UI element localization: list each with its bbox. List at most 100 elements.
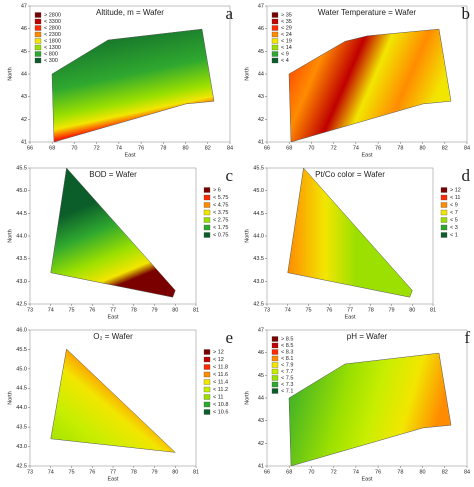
x-tick-label: 79 — [151, 307, 157, 313]
x-tick-label: 77 — [110, 307, 116, 313]
y-tick-label: 46.0 — [16, 327, 27, 333]
x-tick-label: 75 — [68, 469, 74, 475]
y-tick-label: 44.0 — [253, 233, 264, 239]
y-tick-label: 44.5 — [16, 386, 27, 392]
y-tick-label: 47 — [21, 3, 27, 9]
legend-swatch — [203, 194, 211, 201]
x-tick-label: 75 — [305, 307, 311, 313]
legend-label: > 12 — [450, 187, 461, 193]
legend-swatch — [271, 355, 279, 362]
legend-swatch — [440, 209, 448, 216]
y-tick-label: 42.5 — [253, 301, 264, 307]
legend-swatch — [271, 381, 279, 388]
x-tick-label: 81 — [193, 307, 199, 313]
legend-label: < 10.8 — [213, 402, 228, 408]
legend-swatch — [203, 349, 211, 355]
legend-swatch — [203, 394, 211, 400]
legend-swatch — [203, 209, 211, 216]
x-tick-label: 78 — [160, 145, 166, 151]
y-tick-label: 45.5 — [16, 347, 27, 353]
legend-swatch — [203, 386, 211, 393]
x-tick-label: 80 — [409, 307, 415, 313]
legend-label: > 2800 — [44, 12, 61, 18]
legend-label: < 9 — [281, 51, 289, 57]
legend-label: < 7 — [450, 210, 458, 216]
y-tick-label: 43 — [21, 94, 27, 100]
x-tick-label: 76 — [89, 307, 95, 313]
legend-label: < 8.1 — [281, 356, 293, 362]
legend-swatch — [271, 18, 279, 25]
legend-label: < 11 — [450, 195, 460, 201]
y-tick-label: 43.0 — [16, 279, 27, 285]
legend-label: < 4 — [281, 58, 289, 64]
x-tick-label: 74 — [285, 307, 291, 313]
legend-swatch — [271, 368, 279, 375]
y-tick-label: 41 — [258, 139, 264, 145]
legend-label: < 10.6 — [213, 409, 228, 415]
legend-swatch — [271, 375, 279, 381]
x-tick-label: 72 — [331, 145, 337, 151]
x-tick-label: 74 — [48, 307, 54, 313]
x-tick-label: 72 — [331, 469, 337, 475]
y-axis-label: North — [244, 391, 250, 404]
legend-label: < 7.1 — [281, 388, 293, 394]
legend-label: < 4.75 — [213, 202, 228, 208]
y-tick-label: 47 — [258, 327, 264, 333]
x-tick-label: 81 — [430, 307, 436, 313]
legend-swatch — [203, 217, 211, 223]
legend-label: < 800 — [44, 51, 58, 57]
legend-label: < 1800 — [44, 38, 61, 44]
legend-swatch — [203, 232, 211, 238]
legend-swatch — [440, 217, 448, 223]
x-tick-label: 66 — [27, 145, 33, 151]
x-tick-label: 76 — [89, 469, 95, 475]
legend-label: < 8.5 — [281, 343, 293, 349]
y-axis-label: North — [244, 229, 250, 242]
legend-swatch — [271, 51, 279, 57]
x-tick-label: 78 — [368, 307, 374, 313]
y-tick-label: 46 — [258, 350, 264, 356]
legend-swatch — [203, 401, 211, 408]
legend-label: < 12 — [213, 357, 224, 363]
x-tick-label: 80 — [182, 145, 188, 151]
y-tick-label: 41 — [21, 139, 27, 145]
legend-swatch — [34, 57, 42, 64]
panel-letter: a — [225, 4, 233, 23]
x-tick-label: 74 — [353, 469, 359, 475]
legend-label: < 1300 — [44, 45, 61, 51]
legend-label: < 9 — [450, 202, 458, 208]
panel: 66 68 70 72 74 76 78 80 82 84 41 42 43 44 45 46 47 East No… — [244, 327, 470, 482]
x-tick-label: 74 — [353, 145, 359, 151]
x-tick-label: 79 — [151, 469, 157, 475]
legend-label: > 6 — [213, 187, 221, 193]
y-axis-label: North — [7, 229, 13, 242]
x-tick-label: 74 — [116, 145, 122, 151]
y-tick-label: 45 — [258, 49, 264, 55]
x-tick-label: 79 — [388, 307, 394, 313]
legend-label: < 11 — [213, 394, 223, 400]
legend-label: < 24 — [281, 32, 292, 38]
contour-fill — [288, 352, 452, 467]
y-tick-label: 41 — [258, 463, 264, 469]
y-tick-label: 44 — [258, 71, 264, 77]
y-tick-label: 44.5 — [253, 211, 264, 217]
x-tick-label: 76 — [375, 469, 381, 475]
legend-swatch — [440, 232, 448, 238]
legend-label: < 14 — [281, 45, 292, 51]
legend-swatch — [271, 388, 279, 394]
legend-swatch — [440, 194, 448, 201]
legend-label: < 11.6 — [213, 372, 228, 378]
legend-label: < 2300 — [44, 32, 61, 38]
legend-label: < 29 — [281, 25, 292, 31]
legend-label: < 2.75 — [213, 217, 228, 223]
y-tick-label: 44 — [258, 395, 264, 401]
y-tick-label: 43 — [258, 418, 264, 424]
y-tick-label: 45.0 — [16, 366, 27, 372]
legend-swatch — [271, 38, 279, 44]
legend-label: < 11.2 — [213, 387, 228, 393]
legend-swatch — [34, 12, 42, 18]
x-tick-label: 76 — [326, 307, 332, 313]
panel-letter: c — [225, 166, 233, 185]
legend-swatch — [34, 25, 42, 31]
